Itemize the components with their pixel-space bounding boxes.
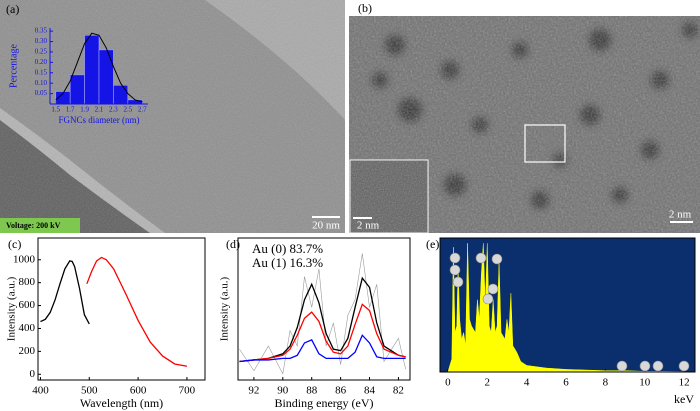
scale-bar-label: 2 nm [669,209,692,221]
peak-marker [482,293,494,305]
peak-marker [678,360,690,372]
peak-marker [652,360,664,372]
scale-bar-label: 2 nm [357,220,380,232]
x-tick-label: 400 [32,385,49,397]
x-tick-label: 12 [679,377,690,389]
x-tick-label: 2 [485,377,491,389]
series-line [40,260,90,325]
y-tick-label: 0 [30,368,36,380]
inset-texture [350,160,428,233]
tem-image-a [0,0,345,233]
x-tick-label: 1.5 [51,106,60,114]
bar [84,34,100,105]
bar [98,49,114,105]
x-axis-label: Binding energy (eV) [274,396,373,410]
peak-marker [449,252,461,264]
series-line [239,253,406,375]
bar [113,84,129,105]
series-line [239,276,406,363]
x-tick-label: 2.3 [109,106,118,114]
x-tick-label: 2.1 [95,106,104,114]
peak-marker [639,360,651,372]
x-tick-label: 8 [603,377,609,389]
x-tick-label: 88 [306,385,318,397]
x-axis-label: Wavelength (nm) [80,396,163,410]
x-tick-label: 90 [277,385,289,397]
plot-frame [37,237,206,381]
y-tick-label: 0.05 [35,89,48,97]
peak-marker [487,283,499,295]
x-tick-label: 500 [81,385,98,397]
plot-frame [237,237,411,381]
zoom-box [524,124,566,163]
x-tick-label: 2.5 [123,106,132,114]
peak-marker [616,360,628,372]
voltage-box [0,218,80,233]
y-axis-label: Percentage [8,44,19,88]
y-tick-label: 0.20 [35,58,48,66]
peak-marker [475,252,487,264]
y-tick-label: 0.35 [35,27,48,35]
x-tick-label: 92 [248,385,259,397]
y-tick-label: 0.10 [35,79,48,87]
bar [127,99,143,105]
scale-bar-label: 20 nm [312,220,340,232]
x-tick-label: 86 [335,385,347,397]
y-axis-label: Intensity (a.u.) [219,276,231,341]
y-tick-label: 200 [19,345,36,357]
peak-marker [491,253,503,265]
y-tick-label: 0.30 [35,37,48,45]
panel-label: (d) [226,237,240,251]
y-tick-label: 800 [19,276,36,288]
y-tick-label: 0.15 [35,68,48,76]
fit-curve [55,32,143,103]
y-tick-label: 400 [19,322,36,334]
annotation: Au (1) 16.3% [252,255,323,270]
panel-label: (c) [8,237,21,251]
series-line [239,303,406,363]
series-line [86,256,188,367]
x-tick-label: 6 [563,377,569,389]
panel-label: (b) [358,1,372,15]
x-tick-label: 1.9 [80,106,89,114]
y-axis-label: Intensity (a.u.) [6,276,18,341]
peak-marker [449,264,461,276]
x-tick-label: 10 [639,377,651,389]
x-axis-label: keV [674,392,694,406]
panel-label: (a) [6,2,19,16]
y-tick-label: 0.25 [35,48,48,56]
x-axis-label: FGNCs diameter (nm) [59,115,140,125]
x-tick-label: 700 [179,385,196,397]
x-tick-label: 84 [364,385,376,397]
y-tick-label: 1000 [13,253,36,265]
x-tick-label: 600 [130,385,147,397]
peak-marker [452,276,464,288]
series-line [239,334,406,363]
x-tick-label: 0 [445,377,451,389]
x-tick-label: 4 [524,377,530,389]
x-tick-label: 1.7 [66,106,75,114]
annotation: Au (0) 83.7% [252,241,323,256]
y-tick-label: 600 [19,299,36,311]
x-tick-label: 2.7 [138,106,147,114]
x-tick-label: 82 [393,385,404,397]
panel-label: (e) [426,237,439,251]
bar [69,74,85,105]
plot-frame [439,237,696,373]
voltage-label: Voltage: 200 kV [6,221,61,230]
